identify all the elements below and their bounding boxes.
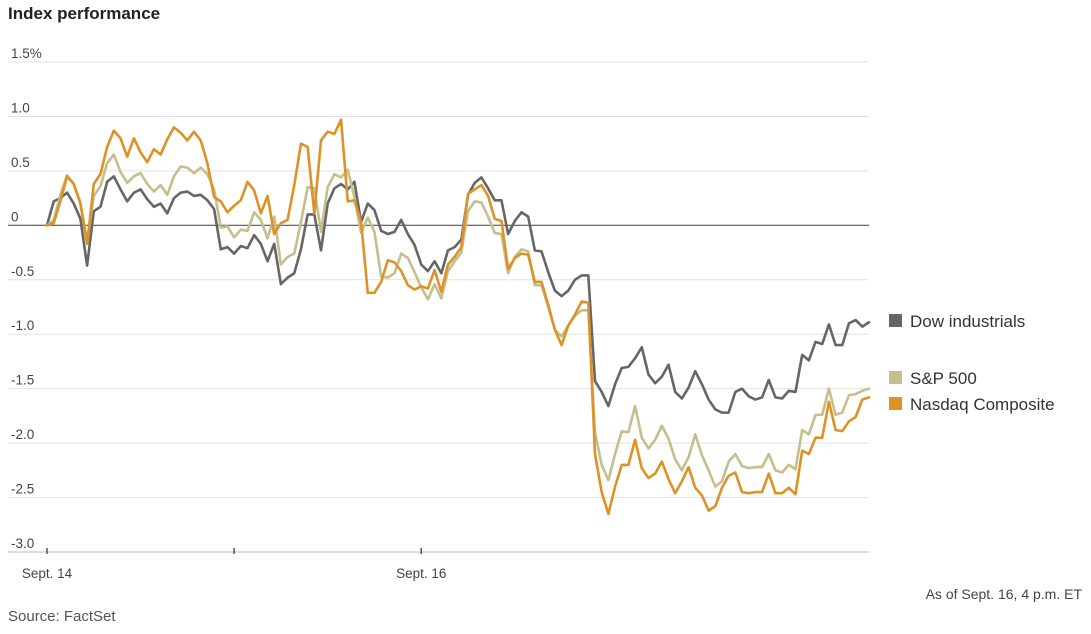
series-line-dow-industrials: [45, 175, 871, 414]
y-tick-label: -0.5: [11, 264, 34, 279]
y-tick-label: -2.5: [11, 482, 34, 497]
x-axis: Sept. 14 Sept. 16: [8, 548, 869, 581]
chart-title: Index performance: [8, 4, 161, 23]
y-tick-label: 0.5: [11, 155, 30, 170]
y-tick-label: -3.0: [11, 536, 34, 551]
y-tick-label: 1.5%: [11, 46, 42, 61]
x-tick-label: Sept. 16: [396, 566, 446, 581]
grid-lines: [8, 61, 869, 553]
y-tick-label: -2.0: [11, 427, 34, 442]
legend-label: Dow industrials: [910, 312, 1025, 331]
legend-label: S&P 500: [910, 369, 977, 388]
as-of-note: As of Sept. 16, 4 p.m. ET: [925, 586, 1082, 602]
legend-label: Nasdaq Composite: [910, 395, 1055, 414]
legend-swatch: [889, 314, 902, 327]
y-axis-tick-labels: 1.5% 1.0 0.5 0 -0.5 -1.0 -1.5 -2.0 -2.5 -3.0: [11, 46, 42, 551]
y-tick-label: 1.0: [11, 100, 30, 115]
y-tick-label: -1.0: [11, 318, 34, 333]
series-line-s-p-500: [45, 153, 871, 488]
source-note: Source: FactSet: [8, 608, 116, 625]
y-tick-label: 0: [11, 209, 19, 224]
legend: Dow industrials S&P 500 Nasdaq Composite: [889, 312, 1055, 414]
legend-swatch: [889, 371, 902, 384]
series-lines: [45, 118, 871, 516]
legend-swatch: [889, 397, 902, 410]
series-line-nasdaq-composite: [45, 118, 871, 516]
x-tick-label: Sept. 14: [22, 566, 73, 581]
y-tick-label: -1.5: [11, 373, 34, 388]
